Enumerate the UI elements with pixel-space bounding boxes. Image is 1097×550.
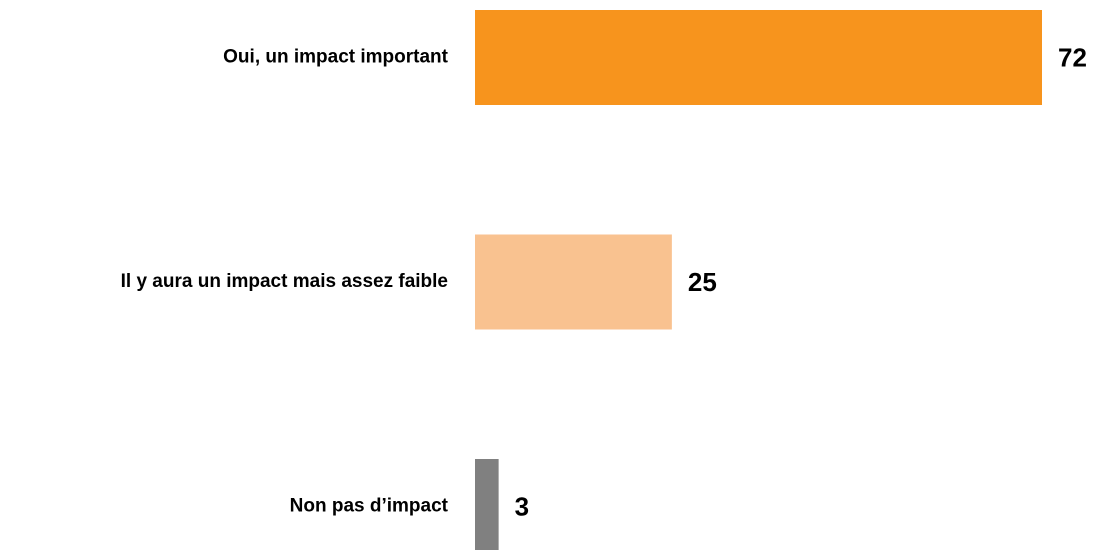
bar: [475, 10, 1042, 105]
value-label: 25: [688, 267, 717, 297]
bar: [475, 234, 672, 330]
category-label: Il y aura un impact mais assez faible: [121, 271, 448, 292]
bar: [475, 459, 499, 550]
value-label: 72: [1058, 42, 1087, 72]
value-label: 3: [515, 491, 529, 521]
category-label: Non pas d’impact: [290, 496, 449, 517]
category-label: Oui, un impact important: [223, 47, 449, 68]
